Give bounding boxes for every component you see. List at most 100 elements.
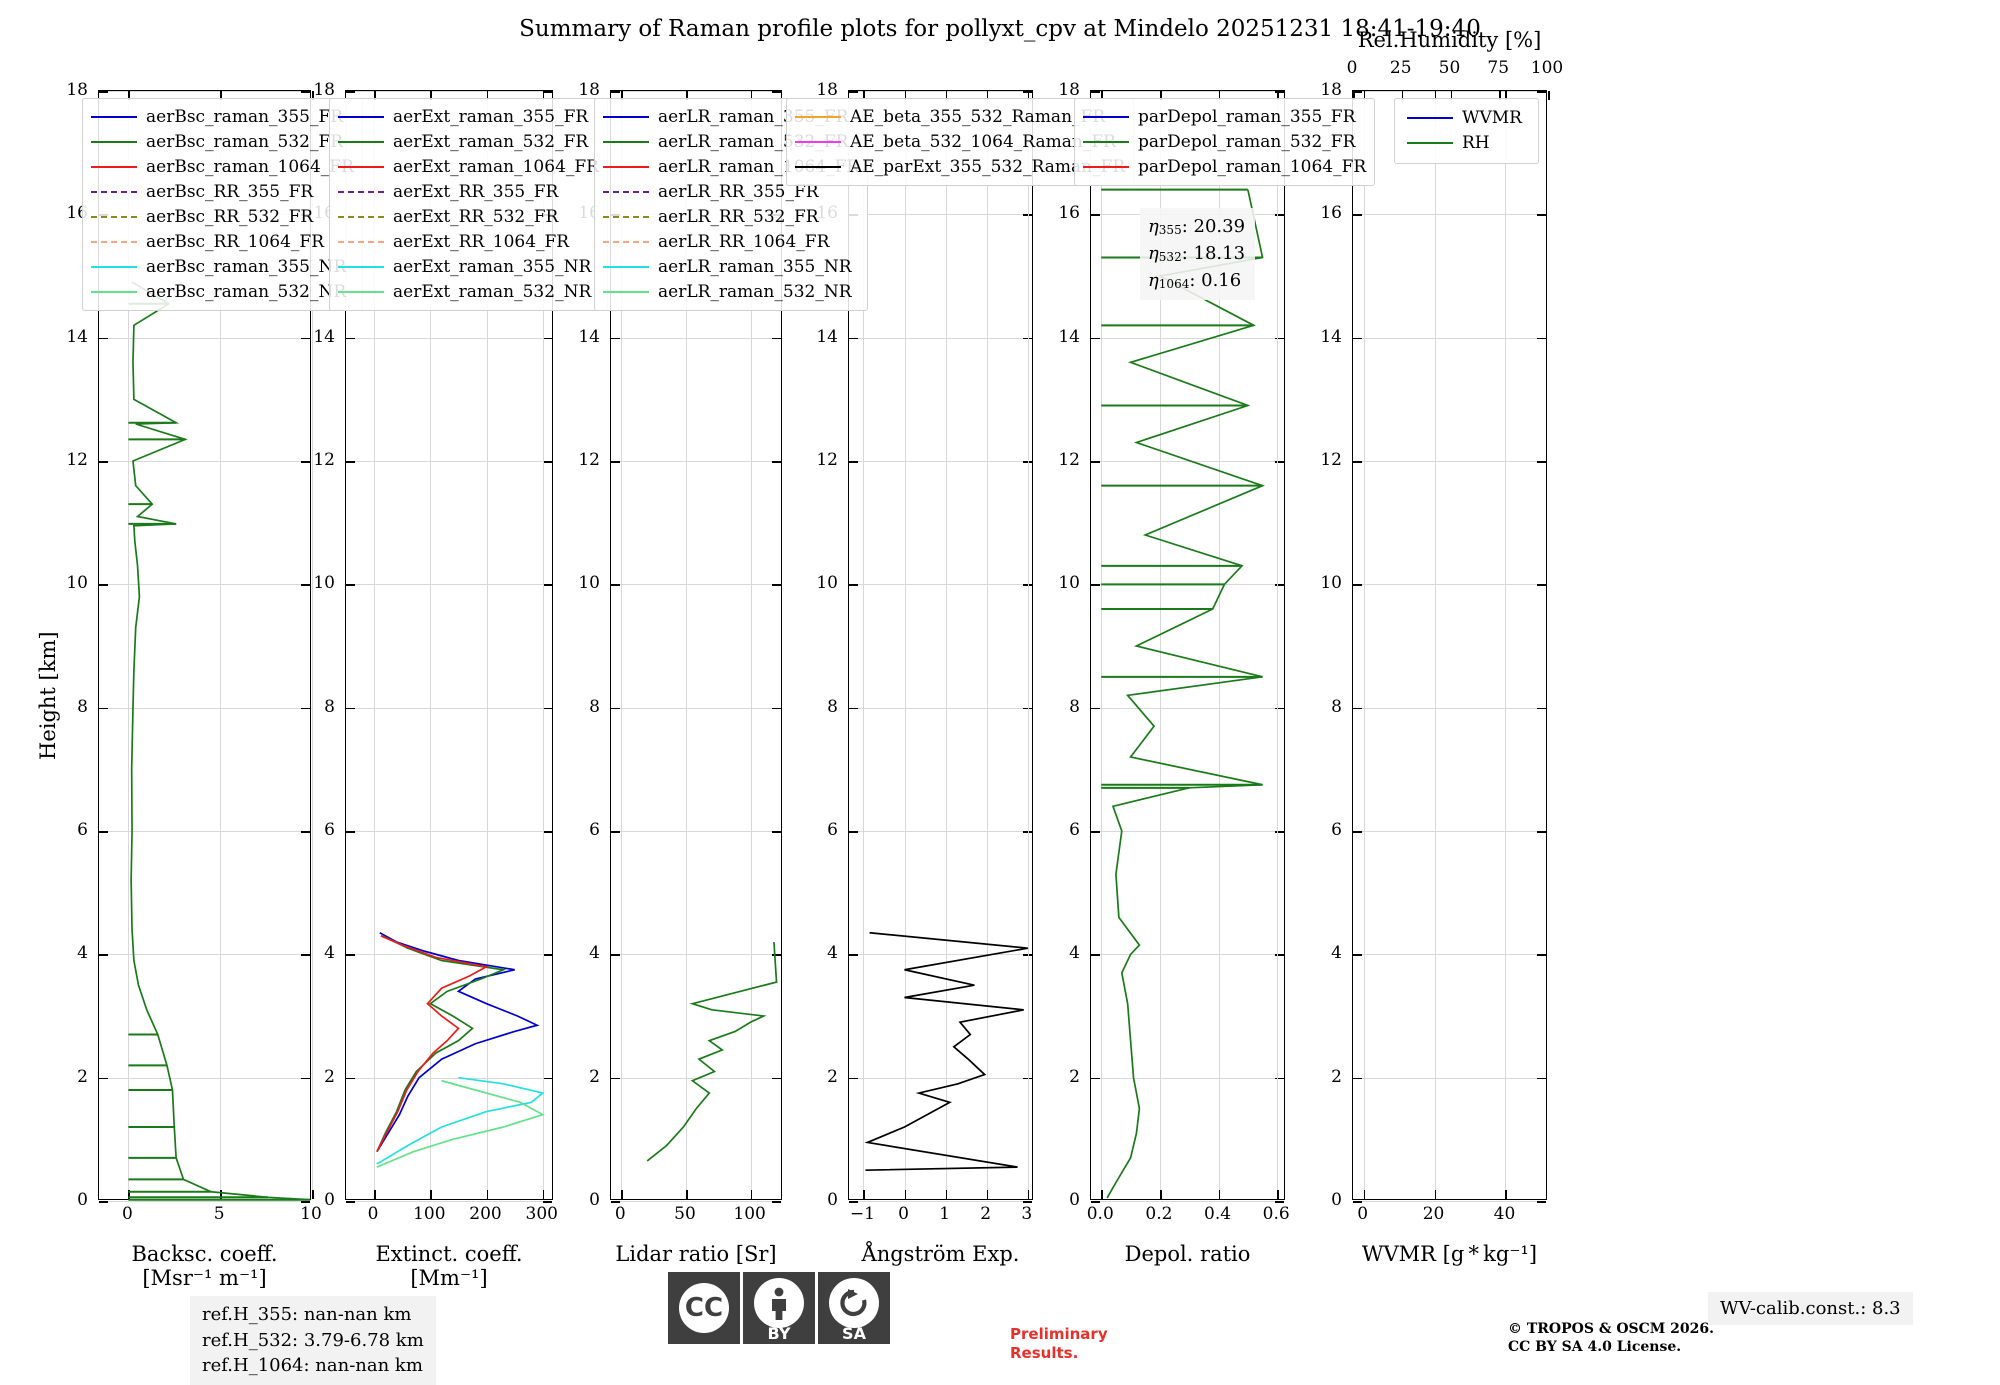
legend-item[interactable]: RH [1407,130,1522,155]
legend-item[interactable]: aerLR_raman_532_NR [603,279,859,304]
y-tickmark [1537,584,1546,586]
x-tick-label: 200 [469,1204,502,1224]
x-tickmark [374,1190,376,1199]
legend-label: aerLR_raman_532_NR [658,281,852,302]
data-curves-extinction [376,932,545,1168]
legend-swatch-red-icon [603,165,649,168]
y-tickmark [772,707,781,710]
gridline-h [1091,1077,1284,1079]
gridline-v [542,91,544,1199]
legend-item[interactable]: aerExt_raman_532_NR [338,279,599,304]
y-tick-label: 14 [816,326,838,347]
legend-item[interactable]: aerBsc_raman_355_FR [91,104,354,129]
y-tickmark [611,91,620,93]
y-tickmark [346,831,355,833]
y-tickmark [543,1201,552,1203]
y-tickmark [849,707,858,710]
legend-swatch-red-icon [91,165,137,168]
gridline-v [430,91,432,1199]
legend-label: aerExt_RR_1064_FR [393,231,570,252]
legend-depolratio[interactable]: parDepol_raman_355_FR parDepol_raman_532_… [1074,98,1376,186]
legend-swatch-red-icon [338,165,384,168]
legend-item[interactable]: aerLR_RR_355_FR [603,179,859,204]
gridline-v [1027,91,1029,1199]
legend-item[interactable]: aerExt_RR_1064_FR [338,229,599,254]
y-tick-label: 16 [1058,203,1080,224]
legend-swatch-olive-icon [603,215,649,218]
legend-item[interactable]: aerBsc_RR_1064_FR [91,229,354,254]
y-tickmark [1275,1201,1284,1203]
data-curves-depolratio [1101,188,1265,1199]
legend-item[interactable]: WVMR [1407,105,1522,130]
legend-item[interactable]: aerLR_RR_532_FR [603,204,859,229]
x-tickmark [986,1190,989,1199]
axes-frame-angstrom [848,90,1033,1203]
gridline-v [128,91,130,1199]
legend-item[interactable]: aerExt_RR_532_FR [338,204,599,229]
gridline-v [220,91,222,1199]
legend-extinction[interactable]: aerExt_raman_355_FR aerExt_raman_532_FR ae… [329,98,608,311]
legend-item[interactable]: aerLR_RR_1064_FR [603,229,859,254]
legend-item[interactable]: AE_beta_532_1064_Raman_FR [795,129,1125,154]
legend-item[interactable]: aerBsc_raman_355_NR [91,254,354,279]
legend-item[interactable]: parDepol_raman_1064_FR [1083,154,1366,179]
y-tickmark [611,584,620,586]
legend-item[interactable]: aerLR_raman_355_NR [603,254,859,279]
gridline-h [1353,1077,1546,1079]
y-tickmark [301,954,310,956]
gridline-h [99,707,310,709]
gridline-h [611,707,781,709]
eta-annotation-box: η355: 20.39 η532: 18.13 η1064: 0.16 [1140,208,1256,300]
legend-item[interactable]: AE_parExt_355_532_Raman_FR [795,154,1125,179]
gridline-h [346,1077,552,1079]
y-tick-label: 18 [1058,80,1080,100]
x-tickmark [312,1190,314,1199]
y-tick-label: 2 [77,1066,88,1087]
legend-item[interactable]: aerBsc_raman_532_NR [91,279,354,304]
legend-item[interactable]: AE_beta_355_532_Raman_FR [795,104,1125,129]
gridline-h [611,461,781,462]
legend-item[interactable]: aerBsc_RR_355_FR [91,179,354,204]
legend-item[interactable]: aerExt_raman_355_NR [338,254,599,279]
x-tickmark [904,91,907,100]
legend-item[interactable]: aerBsc_RR_532_FR [91,204,354,229]
legend-item[interactable]: aerExt_raman_1064_FR [338,154,599,179]
legend-item[interactable]: aerExt_RR_355_FR [338,179,599,204]
legend-item[interactable]: parDepol_raman_355_FR [1083,104,1366,129]
y-tickmark [1275,954,1284,956]
gridline-h [346,91,552,92]
y-tick-label: 4 [827,943,838,964]
legend-item[interactable]: aerBsc_raman_1064_FR [91,154,354,179]
y-tickmark [1023,1201,1032,1203]
legend-backscatter[interactable]: aerBsc_raman_355_FR aerBsc_raman_532_FR ae… [82,98,363,311]
y-tickmark [1091,831,1100,833]
y-tickmark [1353,1077,1362,1080]
legend-item[interactable]: aerExt_raman_355_FR [338,104,599,129]
y-tickmark [543,954,552,956]
y-tickmark [1537,337,1546,340]
x-tickmark [1101,1190,1103,1199]
data-curves-backscatter [128,281,311,1201]
legend-label: aerBsc_RR_532_FR [146,206,314,227]
gridline-h [99,831,310,832]
legend-swatch-purple-icon [91,190,137,193]
legend-item[interactable]: aerBsc_raman_532_FR [91,129,354,154]
legend-label: aerBsc_raman_355_NR [146,256,347,277]
top-x-tickmark [1401,91,1404,100]
x-tickmark [904,1190,907,1199]
legend-item[interactable]: aerExt_raman_532_FR [338,129,599,154]
x-tickmark [312,91,314,100]
y-tick-label: 6 [1331,820,1342,840]
gridline-h [1353,831,1546,832]
series-aerExt_raman_532_NR [376,1079,545,1168]
gridline-v [750,91,752,1199]
copyright-note: © TROPOS & OSCM 2026. CC BY SA 4.0 Licen… [1508,1321,1715,1356]
x-tickmark [1027,91,1030,100]
y-tickmark [1353,1201,1362,1203]
legend-wvmr[interactable]: WVMR RH [1394,98,1539,164]
y-tickmark [301,1077,310,1080]
gridline-v [945,91,947,1199]
y-tickmark [301,707,310,710]
legend-item[interactable]: parDepol_raman_532_FR [1083,129,1366,154]
y-tickmark [543,461,552,463]
